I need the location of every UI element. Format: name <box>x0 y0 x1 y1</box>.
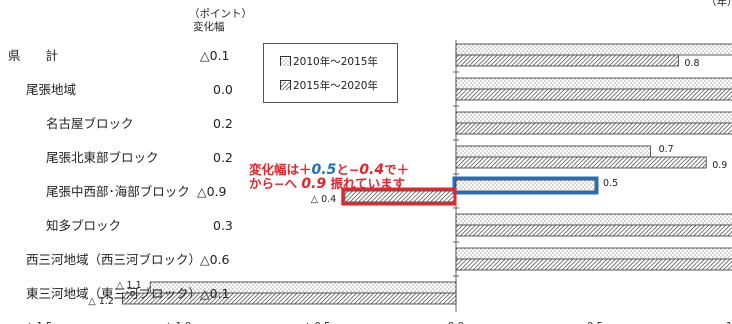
legend-label: 2015年～2020年 <box>293 80 378 92</box>
bar-2015-2020 <box>344 190 457 203</box>
unit-label: （ポイント） <box>189 8 252 20</box>
change-value: △0.9 <box>197 184 227 199</box>
change-value: 0.2 <box>213 150 233 165</box>
bar-2015-2020 <box>122 292 457 305</box>
dotted-swatch-icon <box>280 56 291 66</box>
annotation-part: から−へ <box>249 176 302 191</box>
data-label: 0.7 <box>659 144 674 155</box>
row-label: 県 計 <box>8 48 59 63</box>
x-tick-label: 1.0 <box>726 321 732 324</box>
data-label: 0.5 <box>603 178 618 189</box>
x-tick-label: △ 0.5 <box>304 321 331 324</box>
bar-2015-2020 <box>455 224 732 237</box>
annotation-value-red: 0.9 <box>301 176 327 192</box>
x-tick-label: △ 1.0 <box>165 321 192 324</box>
bar-2010-2015 <box>455 43 732 56</box>
legend-label: 2010年～2015年 <box>293 56 378 68</box>
bar-2015-2020 <box>455 88 732 101</box>
bar-2010-2015 <box>455 213 732 226</box>
x-tick-label: △ 1.5 <box>26 321 53 324</box>
row-label: 知多ブロック <box>46 218 122 233</box>
data-label: △ 0.4 <box>311 194 336 205</box>
change-value: 0.0 <box>213 82 233 97</box>
annotation-part: と− <box>336 162 360 177</box>
annotation-part: 振れています <box>326 176 406 191</box>
legend-item: 2015年～2020年 <box>280 80 378 92</box>
change-value: △0.1 <box>200 286 230 301</box>
bar-2010-2015 <box>455 247 732 260</box>
row-label: 東三河地域（東三河ブロック） <box>26 286 202 301</box>
annotation-value-blue: 0.5 <box>311 162 337 178</box>
legend-item: 2010年～2015年 <box>280 56 378 68</box>
highlight-box-blue <box>452 176 599 195</box>
x-tick-label: 0.0 <box>448 321 464 324</box>
row-label: 尾張中西部･海部ブロック <box>46 184 190 199</box>
data-label: △ 1.1 <box>116 280 141 291</box>
change-value: △0.1 <box>200 48 230 63</box>
bar-2010-2015 <box>455 179 596 192</box>
bar-2010-2015 <box>455 145 652 158</box>
row-label: 名古屋ブロック <box>46 116 134 131</box>
bar-2015-2020 <box>455 54 679 67</box>
bar-2015-2020 <box>455 156 707 169</box>
chart-legend: 2010年～2015年 2015年～2020年 <box>263 43 398 103</box>
row-label: 西三河地域（西三河ブロック） <box>26 252 202 267</box>
bar-2010-2015 <box>455 77 732 90</box>
bar-2015-2020 <box>455 258 732 271</box>
change-column-header: 変化幅 <box>193 21 225 33</box>
change-value: 0.2 <box>213 116 233 131</box>
annotation-text: 変化幅は＋0.5と−0.4で＋ から−へ 0.9 振れています <box>249 162 410 192</box>
data-label: △ 1.2 <box>88 296 113 307</box>
row-label: 尾張地域 <box>26 82 77 97</box>
data-label: 0.9 <box>712 160 727 171</box>
highlight-box-red <box>341 187 457 206</box>
annotation-part: で＋ <box>384 162 410 177</box>
annotation-part: 変化幅は＋ <box>249 162 312 177</box>
change-value: 0.3 <box>213 218 233 233</box>
bar-2015-2020 <box>455 122 732 135</box>
row-label: 尾張北東部ブロック <box>46 150 159 165</box>
data-label: 0.8 <box>684 58 699 69</box>
change-value: △0.6 <box>200 252 230 267</box>
hatched-swatch-icon <box>280 80 291 90</box>
year-unit-label: （年） <box>706 0 732 8</box>
x-tick-label: 0.5 <box>587 321 603 324</box>
bar-2010-2015 <box>455 111 732 124</box>
annotation-value-red: 0.4 <box>359 162 385 178</box>
